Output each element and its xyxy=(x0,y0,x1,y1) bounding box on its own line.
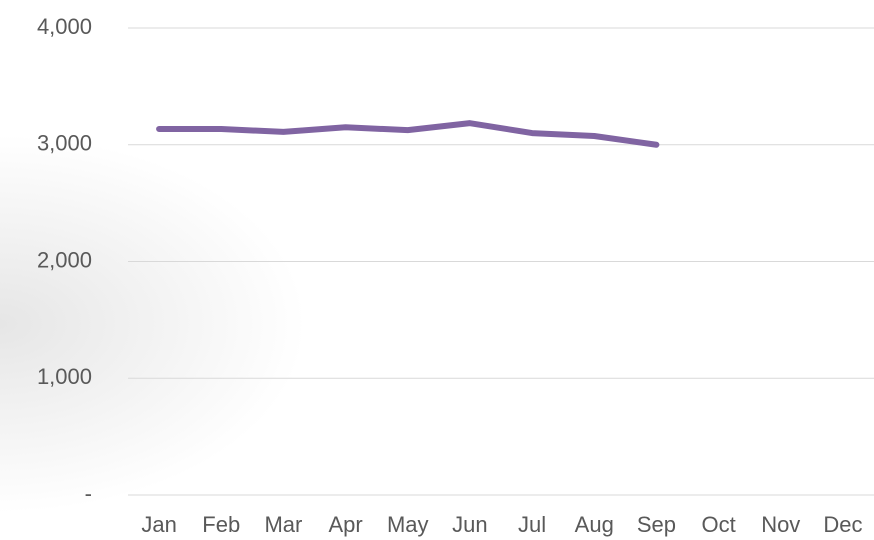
x-tick-label: Sep xyxy=(637,512,676,537)
y-tick-label: 3,000 xyxy=(37,131,92,156)
data-line xyxy=(156,120,660,148)
x-tick-label: Jun xyxy=(452,512,487,537)
x-tick-label: Aug xyxy=(575,512,614,537)
y-tick-label: 4,000 xyxy=(37,14,92,39)
y-tick-label: 1,000 xyxy=(37,364,92,389)
x-tick-label: Oct xyxy=(701,512,735,537)
x-tick-label: Jul xyxy=(518,512,546,537)
y-tick-label: 2,000 xyxy=(37,247,92,272)
x-tick-label: Feb xyxy=(202,512,240,537)
x-tick-label: Jan xyxy=(141,512,176,537)
x-tick-label: Mar xyxy=(264,512,302,537)
x-tick-label: May xyxy=(387,512,429,537)
x-tick-label: Dec xyxy=(823,512,862,537)
y-tick-label: - xyxy=(85,481,92,506)
x-tick-label: Apr xyxy=(328,512,362,537)
x-tick-label: Nov xyxy=(761,512,800,537)
